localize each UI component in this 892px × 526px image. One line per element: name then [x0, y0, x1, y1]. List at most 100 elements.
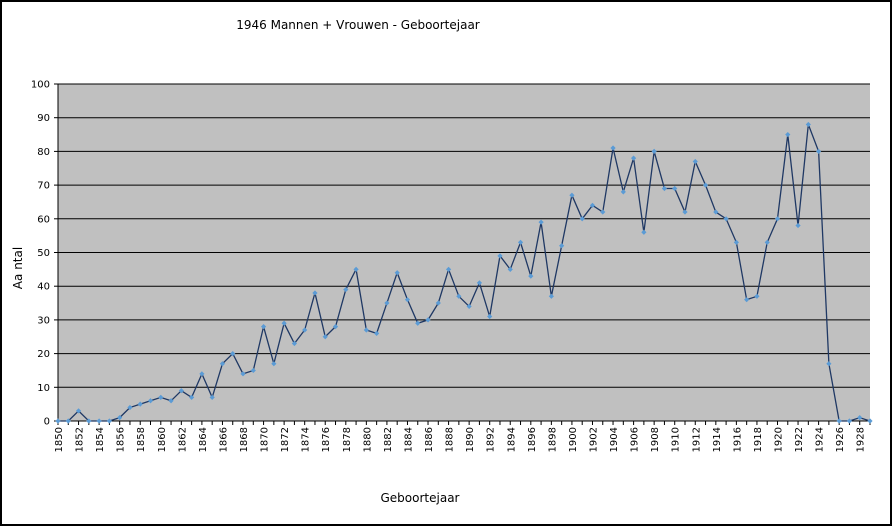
data-point: [589, 202, 596, 208]
series-markers: [55, 121, 873, 424]
y-tick-label: 60: [37, 214, 50, 225]
data-point: [127, 404, 133, 411]
data-point: [517, 239, 524, 245]
x-tick-label: 1890: [465, 427, 476, 452]
data-point: [497, 253, 503, 259]
x-tick-label: 1892: [486, 427, 497, 452]
x-tick-label: 1914: [712, 427, 723, 452]
data-point: [559, 243, 565, 249]
x-tick-label: 1862: [177, 427, 188, 452]
data-point: [456, 293, 462, 299]
data-point: [651, 148, 657, 154]
data-point: [785, 131, 791, 138]
x-tick-label: 1902: [588, 427, 599, 452]
data-point: [291, 340, 298, 347]
data-point: [332, 324, 339, 330]
data-point: [857, 415, 863, 421]
data-point: [846, 418, 853, 424]
x-tick-label: 1928: [856, 427, 867, 452]
data-point: [733, 239, 739, 245]
data-point: [507, 266, 513, 272]
data-point: [723, 216, 729, 222]
x-tick-label: 1880: [362, 427, 373, 452]
data-point: [610, 145, 616, 151]
x-axis-ticks: 1850 1852 1854 1856 1858 1860 1862 1864 1866 1868…: [54, 421, 871, 452]
data-point: [569, 192, 575, 198]
data-point: [312, 290, 318, 296]
data-point: [96, 418, 102, 424]
data-point: [55, 418, 61, 424]
data-point: [404, 297, 411, 303]
y-tick-label: 100: [31, 80, 50, 91]
data-point: [65, 418, 71, 424]
data-point: [816, 148, 822, 154]
data-point: [538, 219, 544, 225]
data-point: [250, 367, 256, 374]
data-point: [528, 273, 534, 279]
data-point: [661, 185, 668, 192]
x-tick-label: 1868: [239, 427, 250, 452]
data-point: [764, 239, 770, 245]
data-point: [620, 189, 626, 195]
x-tick-label: 1854: [95, 427, 106, 452]
y-tick-label: 20: [37, 349, 50, 360]
data-point: [641, 229, 647, 235]
data-point: [702, 182, 709, 188]
data-point: [826, 361, 832, 367]
data-point: [600, 209, 606, 215]
data-point: [199, 371, 205, 377]
x-tick-label: 1882: [383, 427, 394, 452]
data-point: [682, 209, 688, 215]
data-point: [713, 209, 719, 215]
data-point: [374, 330, 380, 336]
x-tick-label: 1900: [568, 427, 579, 452]
x-tick-label: 1864: [198, 427, 209, 452]
data-point: [209, 394, 215, 401]
y-tick-label: 30: [37, 315, 50, 326]
data-point: [672, 185, 678, 192]
x-tick-label: 1896: [527, 427, 538, 452]
x-tick-label: 1878: [342, 427, 353, 452]
x-tick-label: 1860: [157, 427, 168, 452]
y-tick-label: 90: [37, 113, 50, 124]
x-tick-label: 1906: [630, 427, 641, 452]
y-tick-label: 0: [44, 417, 50, 428]
x-tick-label: 1904: [609, 427, 620, 452]
data-point: [579, 216, 585, 222]
series-line: [58, 124, 871, 422]
data-point: [302, 327, 308, 333]
x-tick-label: 1898: [547, 427, 558, 452]
data-point: [322, 334, 328, 340]
x-tick-label: 1876: [321, 427, 332, 452]
y-tick-label: 80: [37, 147, 50, 158]
data-point: [744, 297, 750, 303]
x-tick-label: 1884: [403, 427, 414, 452]
x-tick-label: 1920: [773, 427, 784, 452]
data-point: [117, 415, 123, 421]
data-point: [230, 351, 236, 357]
data-point: [476, 280, 483, 286]
x-tick-label: 1924: [815, 427, 826, 452]
data-point: [836, 418, 842, 424]
data-point: [353, 266, 359, 272]
x-tick-label: 1866: [218, 427, 229, 452]
data-point: [795, 222, 801, 229]
data-point: [435, 300, 441, 306]
y-tick-label: 10: [37, 383, 50, 394]
data-point: [281, 320, 287, 326]
x-tick-label: 1916: [732, 427, 743, 452]
data-point: [466, 303, 472, 310]
x-tick-label: 1850: [54, 427, 65, 452]
data-point: [147, 398, 154, 404]
x-tick-label: 1888: [445, 427, 456, 452]
data-point: [754, 293, 760, 299]
y-axis-title: Aa ntal: [11, 247, 25, 289]
data-point: [75, 408, 82, 414]
x-tick-label: 1856: [116, 427, 127, 452]
data-point: [384, 300, 390, 306]
data-point: [487, 313, 493, 320]
x-tick-label: 1922: [794, 427, 805, 452]
y-tick-label: 40: [37, 282, 50, 293]
y-tick-label: 50: [37, 248, 50, 259]
